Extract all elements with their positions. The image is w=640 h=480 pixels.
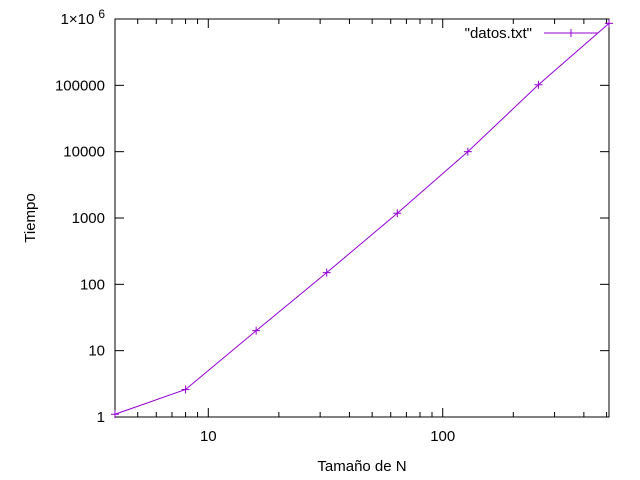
data-point (181, 385, 190, 394)
series-line (114, 22, 610, 415)
x-tick-label: 100 (430, 428, 455, 445)
y-tick-label: 100000 (55, 77, 105, 94)
y-axis-label: Tiempo (22, 193, 39, 242)
series-layer (111, 19, 613, 419)
x-tick-labels: 10 100 (200, 428, 455, 445)
data-point (111, 410, 119, 419)
legend-label: "datos.txt" (465, 25, 532, 42)
data-point (393, 209, 402, 218)
data-point (322, 268, 331, 277)
y-tick-label: 10 (88, 343, 105, 360)
y-tick-label: 100 (80, 276, 105, 293)
y-tick-label: 1 (97, 409, 105, 426)
minor-ticks (114, 19, 608, 417)
x-axis-label: Tamaño de N (317, 458, 406, 475)
data-point (463, 147, 472, 156)
y-tick-labels: 1 10 100 1000 10000 100000 1×10 6 (55, 7, 105, 426)
y-tick-label: 1000 (72, 210, 105, 227)
plot-frame (114, 18, 610, 418)
data-point (534, 80, 543, 89)
y-tick-label: 1×10 6 (61, 7, 106, 28)
y-tick-label: 10000 (63, 144, 105, 161)
data-point (605, 19, 613, 28)
legend: "datos.txt" (465, 25, 598, 42)
data-point (252, 326, 261, 335)
legend-marker (567, 29, 575, 37)
x-tick-label: 10 (200, 428, 217, 445)
major-ticks (115, 18, 609, 418)
